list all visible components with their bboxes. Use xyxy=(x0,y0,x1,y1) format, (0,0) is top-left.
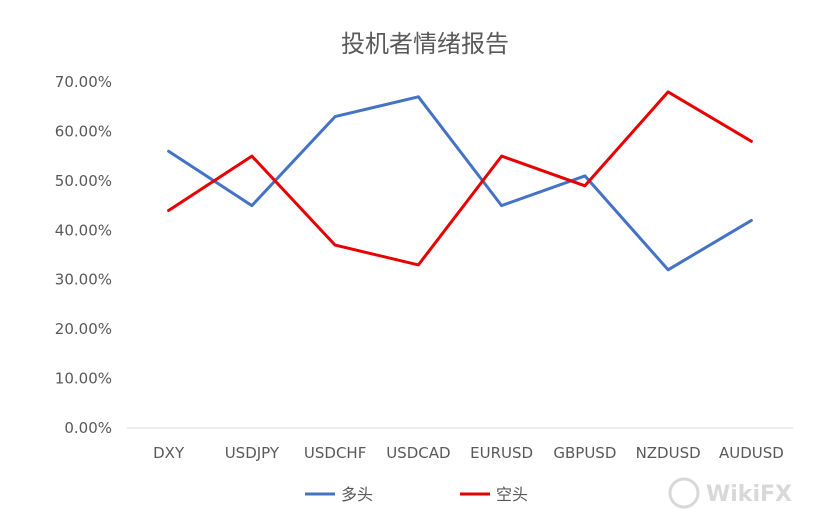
watermark-logo-icon xyxy=(668,477,700,509)
x-axis-ticks: DXY USDJPY USDCHF USDCAD EURUSD GBPUSD NZDUSD A… xyxy=(153,444,784,462)
y-tick-label: 60.00% xyxy=(55,122,112,140)
y-tick-label: 10.00% xyxy=(55,370,112,388)
x-tick-label: USDCAD xyxy=(386,444,450,462)
x-tick-label: USDJPY xyxy=(225,444,280,462)
watermark-text: WikiFX xyxy=(706,482,792,507)
watermark: WikiFX xyxy=(668,477,792,509)
y-tick-label: 0.00% xyxy=(64,419,112,437)
legend: 多头 空头 xyxy=(305,485,528,504)
x-tick-label: EURUSD xyxy=(470,444,533,462)
y-tick-label: 70.00% xyxy=(55,73,112,91)
x-tick-label: GBPUSD xyxy=(553,444,616,462)
x-tick-label: AUDUSD xyxy=(719,444,784,462)
y-tick-label: 40.00% xyxy=(55,221,112,239)
series-line-1 xyxy=(167,95,753,272)
x-tick-label: USDCHF xyxy=(304,444,366,462)
y-tick-label: 30.00% xyxy=(55,271,112,289)
x-tick-label: NZDUSD xyxy=(636,444,701,462)
y-axis-ticks: 0.00% 10.00% 20.00% 30.00% 40.00% 50.00% 60.00… xyxy=(55,73,112,437)
legend-label: 空头 xyxy=(496,485,528,504)
series-line-2 xyxy=(167,90,753,267)
chart-title: 投机者情绪报告 xyxy=(341,30,509,58)
legend-label: 多头 xyxy=(341,485,373,504)
y-tick-label: 20.00% xyxy=(55,320,112,338)
y-tick-label: 50.00% xyxy=(55,172,112,190)
x-tick-label: DXY xyxy=(153,444,185,462)
series-lines xyxy=(167,90,753,272)
